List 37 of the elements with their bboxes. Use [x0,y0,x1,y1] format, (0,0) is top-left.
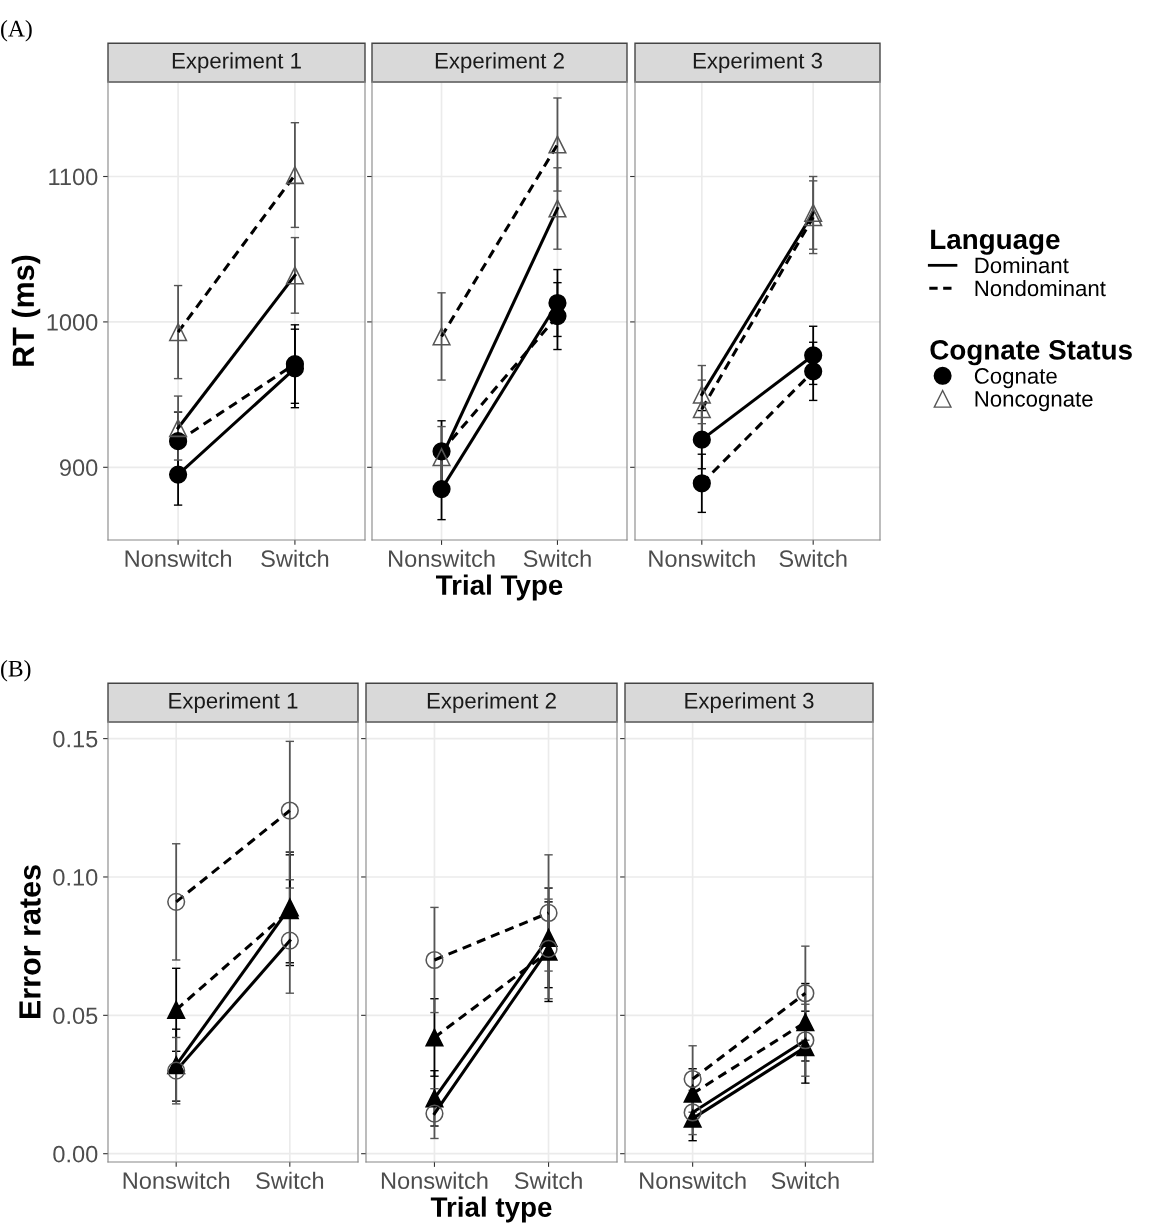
legend-label: Cognate [974,368,1057,389]
text: (A) [1,20,32,42]
x-tick-label: Switch [256,1171,324,1190]
chart-title: Experiment 1 [172,52,301,73]
y-tick-label: 0.00 [53,1145,98,1163]
x-tick-label: Switch [779,549,847,568]
legend-label: Dominant [975,257,1069,274]
x-axis-title: Trial Type [436,574,563,601]
chart-title: Experiment 3 [693,52,822,73]
y-tick-label: 1000 [47,313,98,331]
x-tick-label: Switch [514,1171,582,1190]
chart-title: Experiment 1 [169,692,298,713]
legend-label: Nondominant [975,279,1106,297]
y-tick-label: 1100 [49,168,98,186]
y-axis-title: RT (ms) [11,255,41,366]
legend-title: Language [931,229,1060,255]
y-tick-label: 0.15 [53,730,98,748]
text: (B) [1,660,31,682]
chart-title: Experiment 3 [685,692,814,713]
y-tick-label: 900 [59,459,98,477]
x-tick-label: Nonswitch [649,549,755,568]
chart-title: Experiment 2 [435,52,564,73]
y-tick-label: 0.05 [53,1007,98,1025]
legend-label: Noncognate [975,391,1093,412]
x-tick-label: Nonswitch [123,1171,230,1190]
x-axis-title: Trial type [430,1196,552,1223]
y-tick-label: 0.10 [53,869,98,886]
x-tick-label: Nonswitch [389,549,495,568]
x-tick-label: Switch [523,549,591,568]
x-tick-label: Switch [261,549,329,568]
x-tick-label: Nonswitch [381,1171,488,1190]
x-tick-label: Switch [771,1171,839,1190]
legend-title: Cognate Status [930,340,1132,366]
y-axis-title: Error rates [19,865,41,1019]
chart-title: Experiment 2 [427,692,556,713]
x-tick-label: Nonswitch [640,1171,746,1190]
x-tick-label: Nonswitch [125,549,232,568]
